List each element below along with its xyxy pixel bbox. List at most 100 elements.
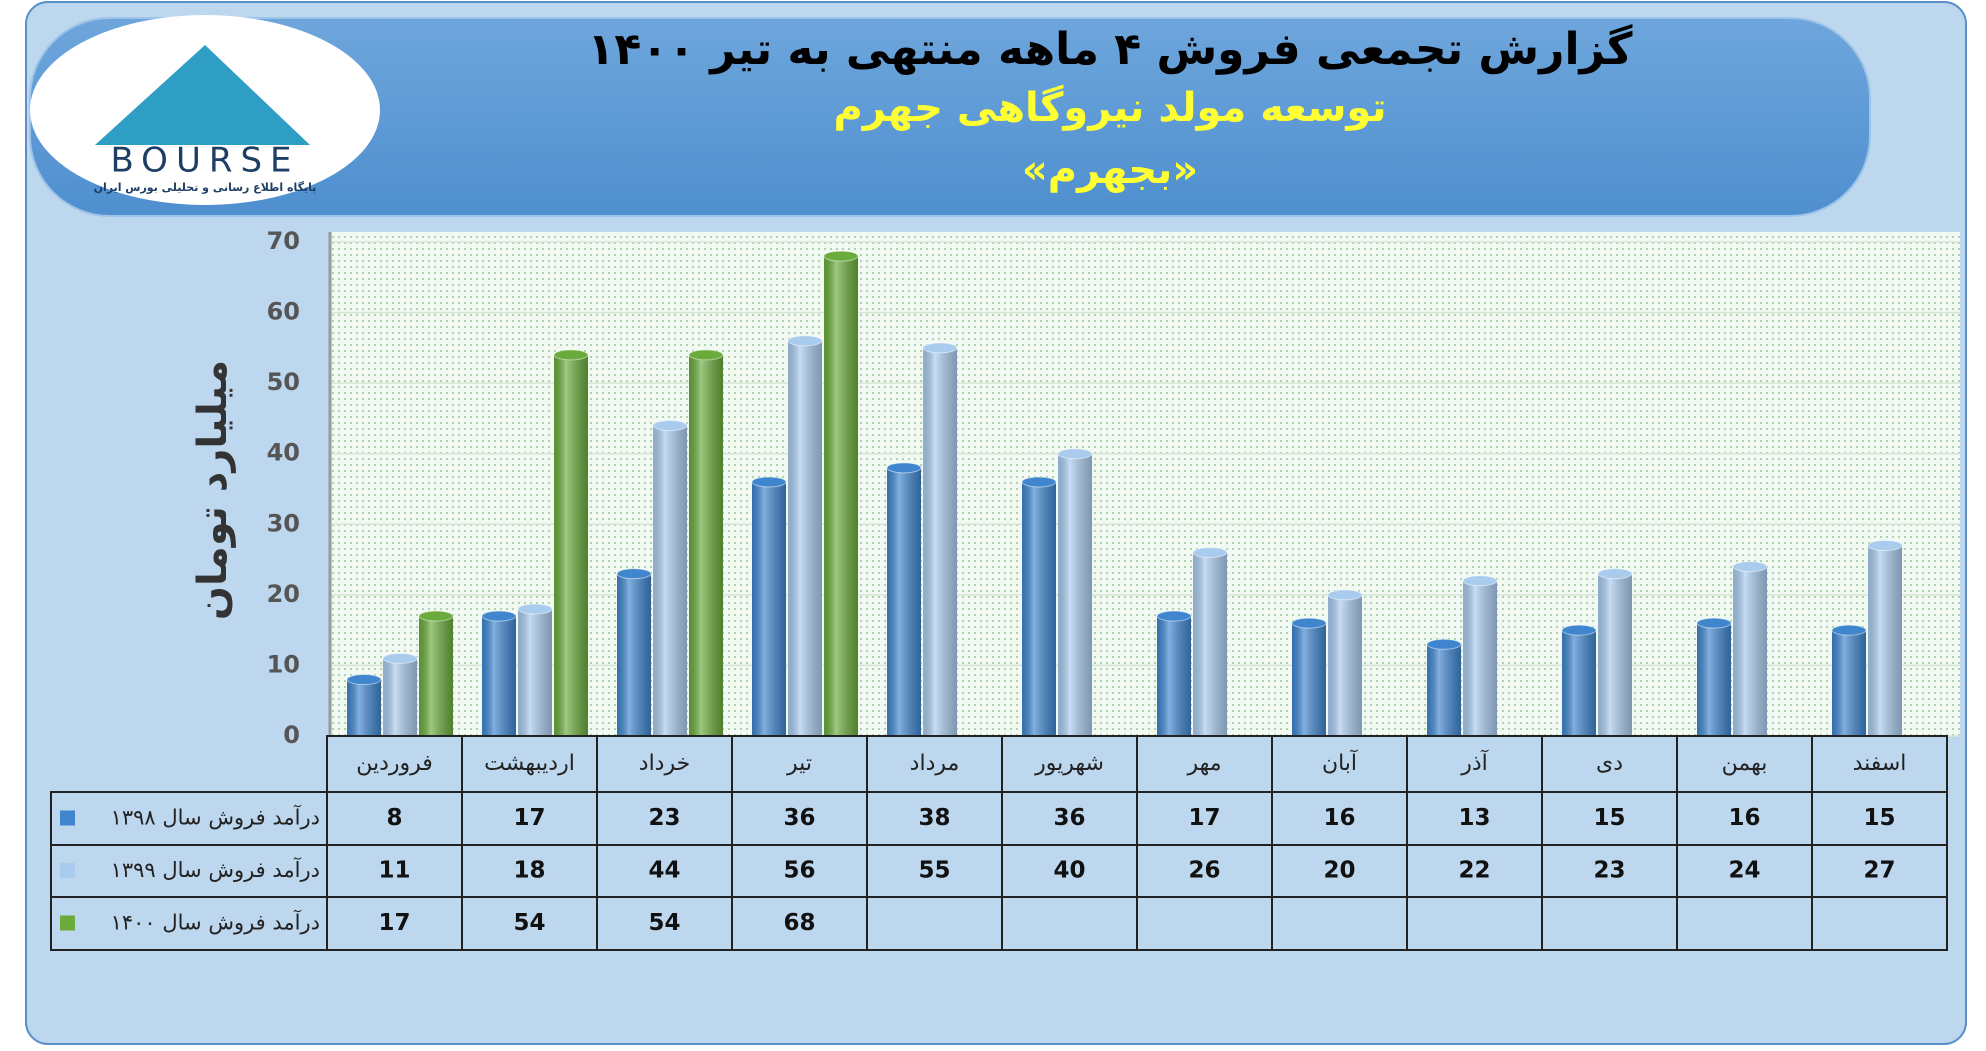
y-tick-label: 60 xyxy=(267,298,300,326)
bar-cap xyxy=(787,335,823,347)
x-tick-label: اسفند xyxy=(1853,751,1907,776)
table-value: 16 xyxy=(1728,805,1760,831)
table-value: 11 xyxy=(378,858,410,884)
x-tick-label: مرداد xyxy=(910,751,960,776)
table-value: 15 xyxy=(1863,805,1895,831)
bar-cap xyxy=(922,342,958,354)
table-value: 68 xyxy=(783,910,815,936)
bar-cap xyxy=(1732,561,1768,573)
bar-cap xyxy=(1291,617,1327,629)
bar-shine xyxy=(1328,594,1362,736)
x-tick-label: شهریور xyxy=(1034,751,1104,776)
x-tick-label: آبان xyxy=(1322,749,1358,776)
x-tick-label: فروردین xyxy=(356,751,433,776)
bar-shine xyxy=(518,608,552,736)
bar-cap xyxy=(1696,617,1732,629)
y-tick-label: 30 xyxy=(267,509,300,537)
bar-cap xyxy=(418,610,454,622)
bar-cap xyxy=(652,419,688,431)
table-value: 17 xyxy=(1188,805,1220,831)
bar-cap xyxy=(823,250,859,262)
bar-shine xyxy=(752,481,786,736)
y-tick-label: 40 xyxy=(267,439,300,467)
logo-mark xyxy=(95,45,310,145)
x-tick-label: تیر xyxy=(786,751,812,776)
bar-shine xyxy=(1733,566,1767,736)
table-value: 18 xyxy=(513,858,545,884)
bar-shine xyxy=(554,354,588,736)
bar-cap xyxy=(1462,575,1498,587)
y-tick-label: 70 xyxy=(267,227,300,255)
table-value: 36 xyxy=(783,805,815,831)
bar-shine xyxy=(1697,623,1731,736)
legend-label: درآمد فروش سال ۱۴۰۰ xyxy=(111,910,320,935)
bar-cap xyxy=(346,674,382,686)
bar-cap xyxy=(1597,568,1633,580)
bar-cap xyxy=(1561,624,1597,636)
bar-cap xyxy=(688,349,724,361)
legend-swatch xyxy=(60,810,75,826)
bar-shine xyxy=(1562,630,1596,736)
bar-shine xyxy=(1058,453,1092,736)
y-tick-label: 20 xyxy=(267,580,300,608)
bar-shine xyxy=(788,340,822,736)
table-value: 17 xyxy=(378,910,410,936)
bar-cap xyxy=(1192,547,1228,559)
table-value: 38 xyxy=(918,805,950,831)
y-axis-label: میلیارد تومان xyxy=(190,360,236,620)
table-value: 13 xyxy=(1458,805,1490,831)
bar-shine xyxy=(689,354,723,736)
bar-shine xyxy=(1022,481,1056,736)
table-value: 16 xyxy=(1323,805,1355,831)
bar-shine xyxy=(1292,623,1326,736)
legend-swatch xyxy=(60,863,75,878)
plot-area xyxy=(330,232,1960,736)
bar-shine xyxy=(1427,644,1461,736)
table-value: 17 xyxy=(513,805,545,831)
table-value: 40 xyxy=(1053,858,1085,884)
chart-subtitle: توسعه مولد نیروگاهی جهرم xyxy=(833,84,1386,131)
table-value: 54 xyxy=(648,910,680,936)
bar-shine xyxy=(887,467,921,736)
bar-cap xyxy=(1867,539,1903,551)
table-value: 26 xyxy=(1188,858,1220,884)
y-tick-label: 50 xyxy=(267,368,300,396)
bar-shine xyxy=(1868,545,1902,736)
header-banner xyxy=(29,17,1871,217)
table-value: 8 xyxy=(386,805,402,831)
chart-title: گزارش تجمعی فروش ۴ ماهه منتهی به تیر ۱۴۰… xyxy=(588,23,1633,75)
bar-shine xyxy=(617,573,651,736)
symbol: «بجهرم» xyxy=(1022,147,1198,193)
x-tick-label: بهمن xyxy=(1722,751,1768,776)
table-value: 56 xyxy=(783,858,815,884)
bar-cap xyxy=(1426,638,1462,650)
bar-shine xyxy=(419,616,453,736)
bar-shine xyxy=(347,679,381,736)
bar-shine xyxy=(923,347,957,736)
logo-tagline: پایگاه اطلاع رسانی و تحلیلی بورس ایران xyxy=(94,181,317,194)
table-value: 55 xyxy=(918,858,950,884)
table-value: 36 xyxy=(1053,805,1085,831)
table-value: 44 xyxy=(648,858,680,884)
bar-shine xyxy=(1463,580,1497,736)
table-value: 15 xyxy=(1593,805,1625,831)
legend-label: درآمد فروش سال ۱۳۹۸ xyxy=(111,805,320,830)
logo-name: BOURSE xyxy=(110,141,299,181)
x-tick-label: خرداد xyxy=(639,751,690,776)
bar-cap xyxy=(553,349,589,361)
bar-cap xyxy=(1327,589,1363,601)
bar-cap xyxy=(751,476,787,488)
bar-cap xyxy=(1021,476,1057,488)
y-tick-label: 10 xyxy=(267,650,300,678)
table-value: 23 xyxy=(648,805,680,831)
bar-cap xyxy=(382,652,418,664)
bar-shine xyxy=(1598,573,1632,736)
bar-shine xyxy=(1157,616,1191,736)
x-tick-label: دی xyxy=(1596,751,1623,776)
table-value: 24 xyxy=(1728,858,1760,884)
bar-cap xyxy=(1831,624,1867,636)
table-value: 27 xyxy=(1863,858,1895,884)
bar-cap xyxy=(517,603,553,615)
table-value: 54 xyxy=(513,910,545,936)
table-value: 20 xyxy=(1323,858,1355,884)
